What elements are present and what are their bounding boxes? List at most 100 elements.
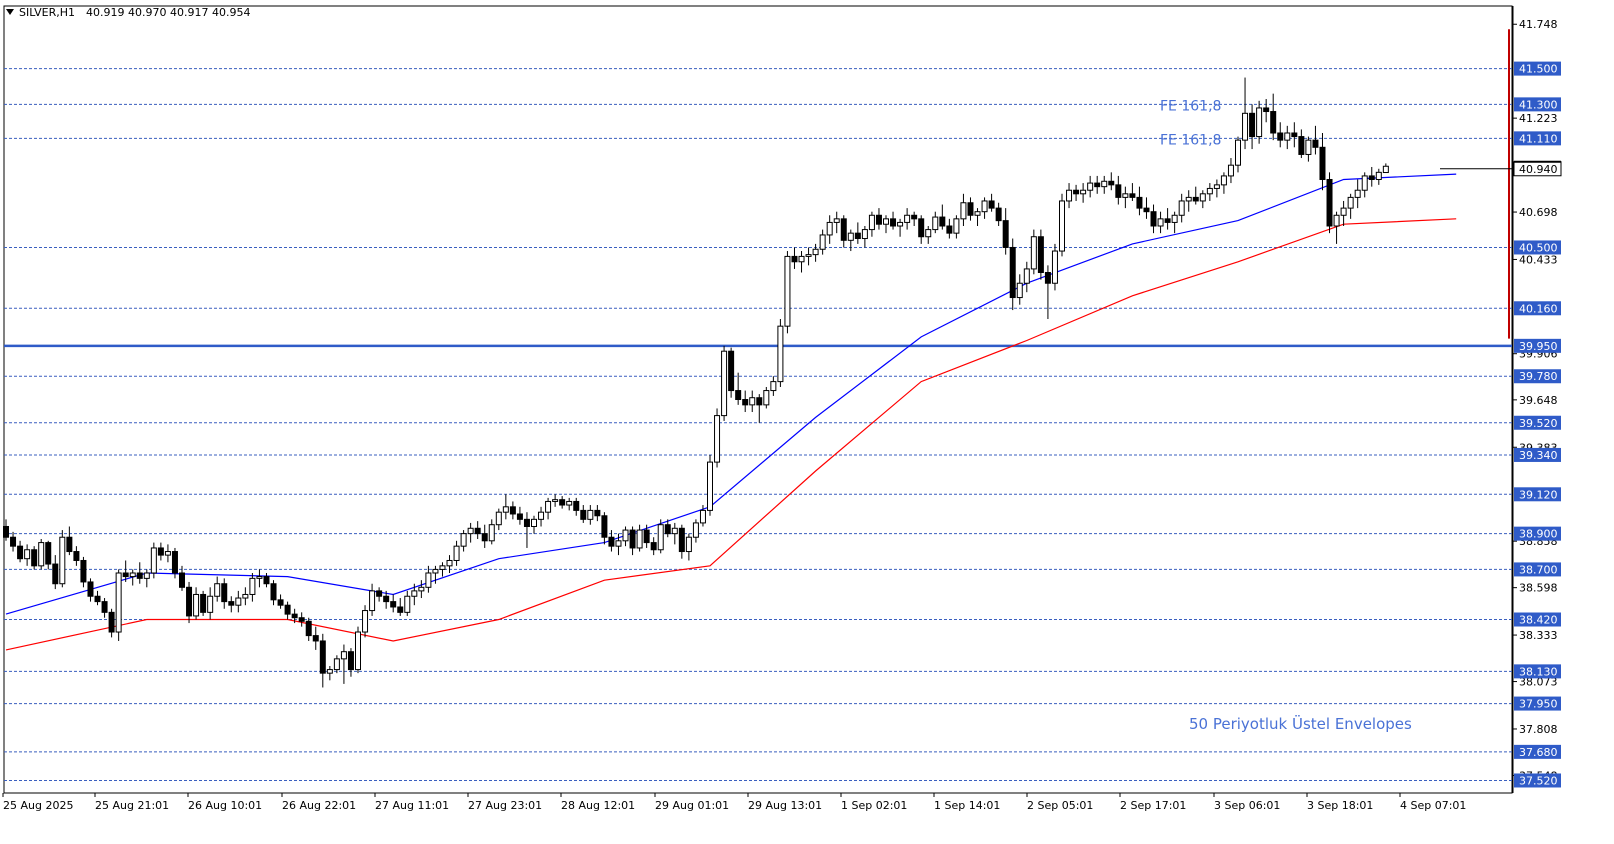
candle-body: [1199, 193, 1206, 202]
candle-body: [1368, 175, 1375, 180]
candle: [347, 648, 354, 677]
candle: [692, 519, 699, 543]
candle: [1002, 208, 1009, 255]
candle: [735, 372, 742, 405]
ema-line: [5, 173, 1457, 615]
candle-body: [643, 529, 650, 544]
candle-body: [594, 509, 601, 517]
candle: [728, 347, 735, 398]
candle: [1326, 172, 1333, 234]
candle-body: [1044, 272, 1051, 284]
candle: [650, 537, 657, 556]
candle-body: [376, 590, 383, 597]
candle: [453, 540, 460, 566]
candle: [798, 251, 805, 273]
candle: [580, 505, 587, 523]
candle: [516, 506, 523, 525]
candle-body: [404, 595, 411, 613]
candle: [115, 569, 122, 641]
candle: [10, 531, 17, 552]
candle: [1305, 136, 1312, 162]
candle: [883, 215, 889, 234]
candle-body: [721, 350, 728, 417]
candle-body: [38, 542, 45, 567]
time-tick-label: 1 Sep 02:01: [841, 799, 907, 812]
candle-body: [122, 572, 129, 578]
candle-body: [52, 563, 59, 585]
candle-body: [904, 214, 911, 223]
level-price-label: 37.520: [1519, 774, 1558, 787]
candle: [805, 247, 812, 266]
time-tick-label: 27 Aug 23:01: [468, 799, 542, 812]
price-tick-label: 38.073: [1519, 676, 1558, 689]
candle: [1108, 172, 1115, 191]
candle-body: [1037, 236, 1044, 274]
candle-body: [1249, 112, 1256, 138]
candle-body: [1129, 193, 1136, 198]
candle-body: [545, 500, 552, 513]
candle-body: [875, 214, 882, 225]
candle-body: [939, 216, 946, 227]
candle: [1291, 122, 1298, 148]
candle-body: [897, 221, 904, 227]
candle: [66, 526, 73, 556]
candle: [1227, 158, 1234, 184]
level-price-label: 39.340: [1519, 449, 1558, 462]
price-tick-label: 40.433: [1519, 253, 1558, 266]
candle: [383, 590, 390, 609]
level-price-tag: [1514, 415, 1561, 430]
candle-body: [80, 559, 87, 583]
candle-body: [17, 545, 24, 560]
candle-body: [193, 593, 200, 617]
candle: [812, 243, 819, 262]
level-price-label: 39.520: [1519, 417, 1558, 430]
candle-body: [179, 572, 185, 588]
candle-body: [249, 577, 256, 595]
candle: [270, 580, 277, 606]
time-tick-label: 25 Aug 21:01: [95, 799, 169, 812]
symbol-dropdown-icon[interactable]: [6, 9, 14, 15]
candle-body: [1298, 136, 1305, 155]
candle-body: [235, 597, 242, 606]
candle-body: [1122, 193, 1129, 198]
candle-body: [1375, 171, 1382, 180]
candle: [601, 512, 608, 545]
candle-body: [1115, 184, 1122, 198]
candle-body: [678, 527, 685, 553]
candle: [664, 519, 671, 538]
candle-body: [1277, 132, 1284, 141]
level-price-tag: [1514, 61, 1561, 76]
candle-body: [1059, 200, 1065, 252]
candle: [629, 526, 636, 556]
time-tick-label: 28 Aug 12:01: [561, 799, 635, 812]
candle: [819, 229, 826, 255]
candle: [742, 390, 749, 413]
level-price-tag: [1514, 487, 1561, 502]
candle: [73, 546, 80, 566]
candle-body: [1094, 182, 1101, 188]
candle: [594, 505, 601, 522]
candle: [1044, 265, 1051, 320]
level-price-tag: [1514, 744, 1561, 759]
candle-body: [1023, 268, 1030, 284]
candle: [319, 633, 326, 688]
candle-body: [1354, 189, 1361, 198]
fibonacci-label: FE 161,8: [1160, 132, 1221, 148]
candle: [369, 583, 376, 616]
candle: [418, 580, 425, 599]
candle-body: [101, 601, 108, 613]
candle: [1242, 77, 1249, 150]
candle: [221, 578, 228, 609]
candle: [1030, 229, 1037, 275]
candle-body: [214, 583, 221, 597]
candle: [714, 408, 721, 468]
candle-body: [221, 583, 228, 603]
time-tick-label: 2 Sep 17:01: [1120, 799, 1186, 812]
candle-body: [728, 350, 735, 392]
candle: [1066, 183, 1073, 209]
level-price-tag: [1514, 696, 1561, 711]
candle-body: [861, 229, 868, 240]
candle-body: [1256, 107, 1263, 138]
candle-body: [263, 576, 270, 585]
candle-body: [636, 529, 643, 549]
